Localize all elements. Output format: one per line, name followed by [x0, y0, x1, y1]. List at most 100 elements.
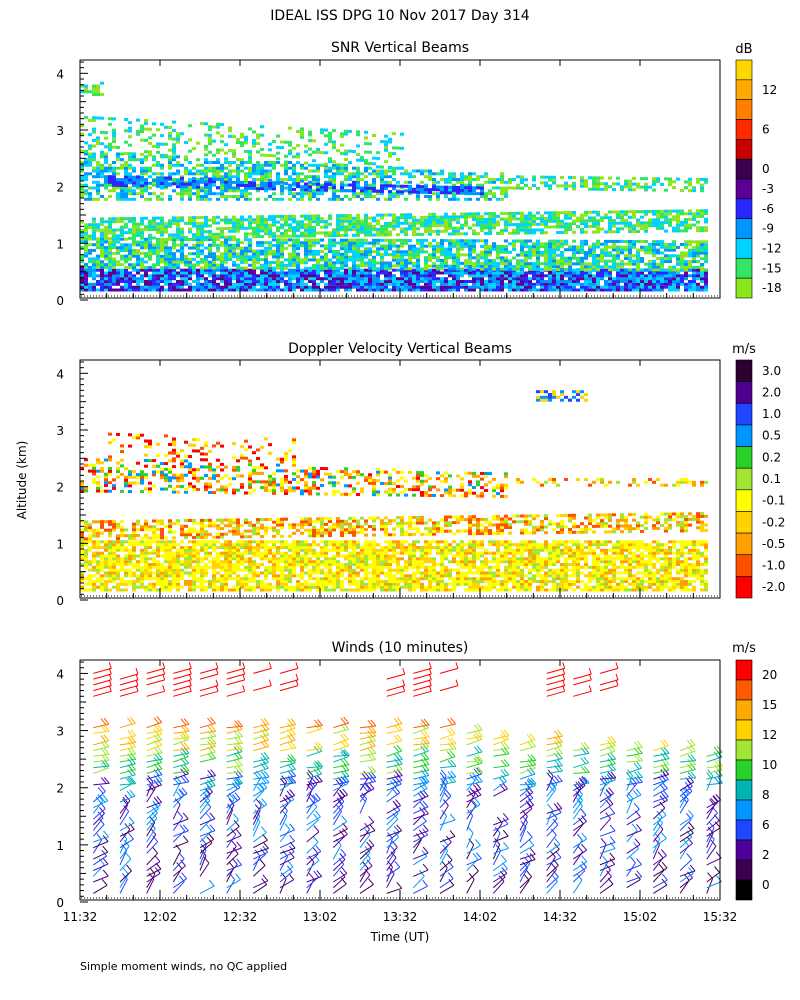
- heat-cell: [472, 261, 476, 265]
- heat-cell: [452, 229, 456, 233]
- heat-cell: [140, 219, 144, 223]
- heat-cell: [236, 263, 240, 267]
- heat-cell: [636, 248, 640, 252]
- heat-cell: [480, 271, 484, 275]
- heat-cell: [216, 177, 220, 181]
- heat-cell: [324, 134, 328, 138]
- heat-cell: [164, 185, 168, 188]
- heat-cell: [440, 218, 444, 222]
- colorbar-swatch: [735, 218, 753, 239]
- heat-cell: [176, 280, 180, 283]
- heat-cell: [88, 288, 92, 292]
- heat-cell: [352, 186, 356, 190]
- heat-cell: [536, 253, 540, 257]
- heat-cell: [328, 258, 332, 262]
- heat-cell: [116, 178, 120, 182]
- heat-cell: [252, 266, 256, 270]
- heat-cell: [284, 169, 288, 173]
- heat-cell: [420, 169, 424, 173]
- heat-cell: [156, 163, 160, 167]
- heat-cell: [84, 263, 88, 266]
- heat-cell: [388, 277, 392, 281]
- heat-cell: [272, 255, 276, 259]
- heat-cell: [136, 178, 140, 182]
- heat-cell: [148, 225, 152, 229]
- heat-cell: [272, 285, 276, 289]
- heat-cell: [536, 265, 540, 269]
- heat-cell: [320, 217, 324, 221]
- heat-cell: [156, 249, 160, 253]
- heat-cell: [576, 280, 580, 283]
- heat-cell: [636, 282, 640, 286]
- heat-cell: [536, 239, 540, 243]
- heat-cell: [428, 274, 432, 278]
- heat-cell: [396, 166, 400, 170]
- heat-cell: [440, 191, 444, 195]
- heat-cell: [420, 271, 424, 275]
- heat-cell: [556, 285, 560, 289]
- heat-cell: [472, 264, 476, 268]
- heat-cell: [196, 246, 200, 250]
- heat-cell: [340, 163, 344, 167]
- heat-cell: [248, 169, 252, 173]
- heat-cell: [592, 222, 596, 226]
- heat-cell: [664, 245, 668, 249]
- heat-cell: [440, 271, 444, 275]
- heat-cell: [136, 132, 140, 136]
- heat-cell: [704, 251, 708, 255]
- heat-cell: [404, 184, 408, 188]
- heat-cell: [100, 263, 104, 267]
- heat-cell: [196, 243, 200, 247]
- heat-cell: [160, 243, 164, 247]
- heat-cell: [288, 217, 292, 221]
- heat-cell: [304, 182, 308, 186]
- heat-cell: [704, 254, 708, 258]
- heat-cell: [584, 288, 588, 292]
- heat-cell: [152, 285, 156, 289]
- heat-cell: [208, 139, 212, 143]
- heat-cell: [236, 180, 240, 184]
- heat-cell: [368, 285, 372, 289]
- heat-cell: [132, 249, 136, 253]
- heat-cell: [176, 182, 180, 186]
- heat-cell: [468, 226, 472, 230]
- heat-cell: [124, 129, 128, 133]
- heat-cell: [92, 152, 96, 156]
- heat-cell: [160, 134, 164, 138]
- heat-cell: [204, 238, 208, 242]
- heat-cell: [180, 280, 184, 283]
- heat-cell: [228, 126, 232, 130]
- heat-cell: [396, 247, 400, 251]
- heat-cell: [272, 282, 276, 286]
- heat-cell: [432, 221, 436, 225]
- heat-cell: [92, 243, 96, 247]
- heat-cell: [492, 242, 496, 246]
- heat-cell: [336, 271, 340, 275]
- heat-cell: [696, 288, 700, 292]
- heat-cell: [172, 189, 176, 193]
- heat-cell: [428, 253, 432, 257]
- heat-cell: [80, 529, 84, 532]
- heat-cell: [228, 252, 232, 256]
- heat-cell: [264, 229, 268, 233]
- heat-cell: [80, 546, 84, 549]
- heat-cell: [600, 251, 604, 255]
- heat-cell: [252, 141, 256, 145]
- heat-cell: [212, 232, 216, 236]
- heat-cell: [172, 219, 176, 223]
- heat-cell: [384, 180, 388, 184]
- heat-cell: [112, 246, 116, 250]
- heat-cell: [548, 267, 552, 271]
- heat-cell: [480, 220, 484, 224]
- heat-cell: [128, 246, 132, 250]
- heat-cell: [360, 225, 364, 229]
- heat-cell: [344, 132, 348, 136]
- heat-cell: [212, 288, 216, 292]
- heat-cell: [672, 229, 676, 233]
- heat-cell: [288, 229, 292, 232]
- heat-cell: [304, 271, 308, 275]
- heat-cell: [452, 285, 456, 289]
- heat-cell: [544, 245, 548, 249]
- heat-cell: [480, 280, 484, 283]
- heat-cell: [200, 122, 204, 125]
